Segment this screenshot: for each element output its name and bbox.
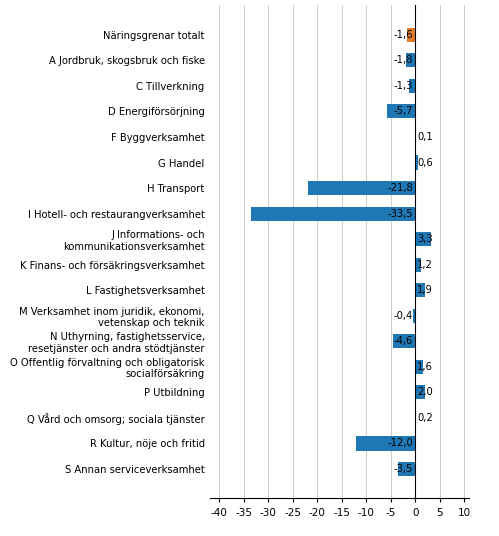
Text: 1,9: 1,9 <box>417 285 433 295</box>
Bar <box>407 28 415 42</box>
Bar <box>308 181 415 195</box>
Text: 2,0: 2,0 <box>417 388 433 397</box>
Text: -1,6: -1,6 <box>394 30 413 40</box>
Text: 1,2: 1,2 <box>417 259 433 270</box>
Text: -3,5: -3,5 <box>394 464 413 474</box>
Text: 0,6: 0,6 <box>417 158 433 168</box>
Bar <box>398 462 415 476</box>
Text: -12,0: -12,0 <box>388 438 413 449</box>
Text: 3,3: 3,3 <box>417 234 433 244</box>
Text: -21,8: -21,8 <box>388 183 413 193</box>
Bar <box>387 105 415 118</box>
Bar <box>356 436 415 451</box>
Text: 0,2: 0,2 <box>417 413 433 423</box>
Text: -4,6: -4,6 <box>394 336 413 346</box>
Text: -1,8: -1,8 <box>394 55 413 65</box>
Text: -0,4: -0,4 <box>394 311 413 321</box>
Bar <box>413 309 415 323</box>
Bar <box>415 232 431 246</box>
Bar <box>415 360 423 374</box>
Text: -1,3: -1,3 <box>394 81 413 91</box>
Bar <box>415 258 421 272</box>
Bar <box>415 385 425 399</box>
Text: 1,6: 1,6 <box>417 362 433 372</box>
Text: -33,5: -33,5 <box>388 209 413 219</box>
Bar <box>251 206 415 221</box>
Bar <box>406 53 415 68</box>
Bar <box>415 283 425 297</box>
Bar <box>409 79 415 93</box>
Bar <box>393 334 415 348</box>
Text: 0,1: 0,1 <box>417 132 433 142</box>
Bar <box>415 155 418 169</box>
Bar <box>415 411 416 425</box>
Text: -5,7: -5,7 <box>394 107 413 116</box>
